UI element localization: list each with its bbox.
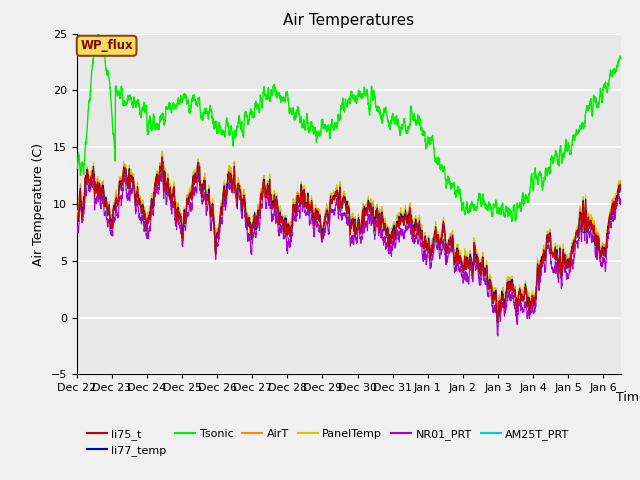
li75_t [494,319,502,325]
NR01_PRT [607,222,614,228]
li77_temp [73,217,81,223]
Tsonic [548,154,556,159]
AM25T_PRT [607,215,614,221]
AirT [282,222,289,228]
Line: PanelTemp: PanelTemp [77,151,621,317]
Tsonic [73,164,81,170]
AirT [607,211,614,216]
PanelTemp [282,216,289,222]
NR01_PRT [73,227,81,232]
PanelTemp [305,204,313,209]
li77_temp [617,184,625,190]
li77_temp [305,206,313,212]
AM25T_PRT [305,206,313,212]
li77_temp [607,214,614,220]
Tsonic [617,55,625,60]
li77_temp [168,198,175,204]
NR01_PRT [494,333,502,339]
li75_t [282,221,289,227]
PanelTemp [607,209,614,215]
NR01_PRT [135,210,143,216]
NR01_PRT [548,265,556,271]
li77_temp [158,156,166,161]
PanelTemp [494,314,502,320]
Tsonic [168,106,175,111]
AM25T_PRT [135,199,143,205]
Line: li75_t: li75_t [77,157,621,322]
AM25T_PRT [548,250,556,256]
AM25T_PRT [494,320,502,326]
Legend: li75_t, li77_temp, Tsonic, AirT, PanelTemp, NR01_PRT, AM25T_PRT: li75_t, li77_temp, Tsonic, AirT, PanelTe… [83,424,574,460]
AirT [158,153,166,159]
li75_t [158,154,166,160]
PanelTemp [158,148,166,154]
Tsonic [607,67,614,73]
Tsonic [282,95,289,101]
AirT [73,217,81,223]
AM25T_PRT [168,198,175,204]
PanelTemp [548,244,556,250]
li75_t [548,249,556,255]
li75_t [135,198,143,204]
Line: AM25T_PRT: AM25T_PRT [77,157,621,323]
NR01_PRT [617,199,625,204]
li75_t [168,198,175,204]
li77_temp [548,250,556,255]
li75_t [305,207,313,213]
PanelTemp [617,178,625,184]
li77_temp [494,320,502,325]
li75_t [607,214,614,220]
Tsonic [135,100,143,106]
Line: li77_temp: li77_temp [77,158,621,323]
NR01_PRT [282,228,289,233]
Tsonic [508,218,516,224]
AM25T_PRT [73,217,81,223]
Tsonic [305,128,313,133]
li77_temp [282,218,289,224]
PanelTemp [135,191,143,197]
NR01_PRT [158,168,166,173]
AirT [135,195,143,201]
NR01_PRT [168,206,175,212]
NR01_PRT [305,216,313,221]
Line: Tsonic: Tsonic [77,34,621,221]
PanelTemp [168,193,175,199]
AirT [617,180,625,186]
AM25T_PRT [282,222,289,228]
AirT [305,204,313,209]
Tsonic [94,31,102,36]
AirT [168,198,175,204]
Line: NR01_PRT: NR01_PRT [77,170,621,336]
AirT [548,250,556,256]
Text: WP_flux: WP_flux [80,39,133,52]
Y-axis label: Air Temperature (C): Air Temperature (C) [32,143,45,265]
Line: AirT: AirT [77,156,621,321]
AirT [494,318,502,324]
Title: Air Temperatures: Air Temperatures [284,13,414,28]
li75_t [73,219,81,225]
AM25T_PRT [158,155,166,160]
li77_temp [135,196,143,202]
X-axis label: Time: Time [616,392,640,405]
AM25T_PRT [617,183,625,189]
PanelTemp [73,212,81,218]
li75_t [617,184,625,190]
